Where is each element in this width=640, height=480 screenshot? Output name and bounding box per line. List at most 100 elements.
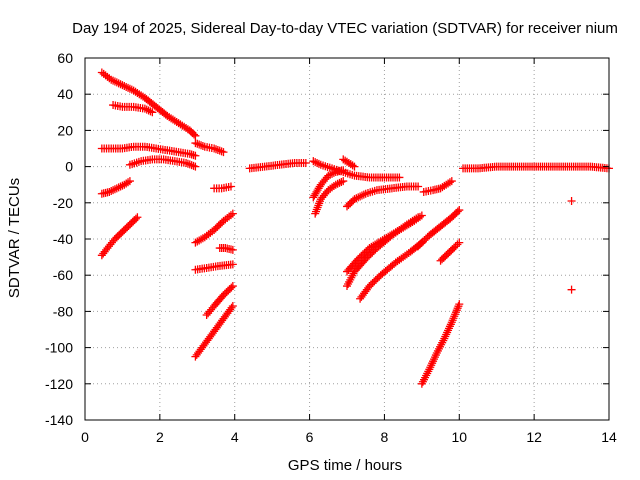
data-point — [339, 166, 348, 175]
data-point — [449, 314, 458, 323]
data-point — [454, 302, 463, 311]
data-point — [148, 108, 157, 117]
data-point — [226, 211, 235, 220]
y-tick-label: -40 — [53, 231, 73, 247]
data-point — [227, 283, 236, 292]
data-point — [124, 83, 133, 92]
y-tick-label: -80 — [53, 303, 73, 319]
data-point — [227, 303, 236, 312]
data-point — [414, 213, 423, 222]
data-point — [348, 161, 357, 170]
data-point — [455, 238, 464, 247]
data-point — [354, 193, 363, 202]
data-point — [350, 195, 359, 204]
data-point — [451, 310, 460, 319]
data-point — [120, 82, 129, 91]
y-tick-label: -120 — [45, 376, 73, 392]
data-point — [452, 306, 461, 315]
data-point — [146, 107, 155, 116]
data-point — [118, 81, 127, 90]
data-point — [228, 245, 237, 254]
data-point — [324, 171, 333, 180]
data-point — [313, 158, 322, 167]
series-arc-2 — [109, 101, 157, 117]
data-point — [567, 285, 576, 294]
data-point — [109, 76, 118, 85]
data-point — [190, 130, 199, 139]
x-tick-label: 6 — [306, 429, 314, 445]
data-point — [228, 209, 237, 218]
series-arc-17 — [311, 177, 348, 218]
series-arc-11 — [191, 260, 237, 274]
y-tick-label: -20 — [53, 195, 73, 211]
data-point — [453, 304, 462, 313]
y-tick-label: 0 — [65, 159, 73, 175]
data-point — [447, 318, 456, 327]
chart-title: Day 194 of 2025, Sidereal Day-to-day VTE… — [72, 20, 618, 37]
data-point — [445, 178, 454, 187]
series-arc-18 — [339, 155, 359, 171]
data-point — [122, 82, 131, 91]
data-point — [195, 140, 204, 149]
data-point — [335, 178, 344, 187]
data-point — [110, 77, 119, 86]
data-point — [107, 75, 116, 84]
data-point — [228, 282, 237, 291]
data-point — [412, 214, 421, 223]
data-point — [131, 214, 140, 223]
data-point — [185, 160, 194, 169]
data-point — [329, 168, 338, 177]
series-arc-14 — [245, 158, 310, 173]
series-arc-19 — [343, 182, 423, 211]
x-tick-label: 12 — [526, 429, 542, 445]
data-point — [144, 106, 153, 115]
data-point — [314, 159, 323, 168]
data-point — [116, 182, 125, 191]
data-point — [333, 179, 342, 188]
data-point — [107, 187, 116, 196]
series-arc-28 — [567, 196, 576, 205]
data-point — [331, 180, 340, 189]
data-point — [455, 206, 464, 215]
series-arc-16 — [309, 166, 348, 202]
x-tick-label: 4 — [231, 429, 239, 445]
data-point — [356, 192, 365, 201]
data-point — [228, 260, 237, 269]
series-arc-23 — [414, 206, 464, 251]
series-arc-4 — [125, 155, 200, 171]
data-point — [417, 211, 426, 220]
y-axis-title: SDTVAR / TECUs — [6, 178, 23, 298]
y-tick-label: 20 — [57, 122, 73, 138]
data-point — [110, 185, 119, 194]
data-point — [133, 213, 142, 222]
data-point — [191, 139, 200, 148]
tick-labels: 0 2 4 6 8 10 12 14 -140 -120 -100 -80 -60 -40 -20 0 20 40… — [45, 50, 617, 445]
series-arc-21 — [343, 213, 423, 291]
data-point — [183, 159, 192, 168]
data-point — [311, 158, 320, 167]
series-arc-10 — [215, 244, 237, 254]
series-arc-9 — [191, 209, 237, 247]
series-arc-24 — [419, 177, 456, 196]
x-tick-label: 10 — [451, 429, 467, 445]
data-point — [453, 207, 462, 216]
x-tick-label: 0 — [81, 429, 89, 445]
data-point — [182, 158, 191, 167]
series-arc-5 — [97, 177, 134, 198]
data-point — [453, 240, 462, 249]
data-points — [97, 68, 613, 388]
data-point — [451, 308, 460, 317]
data-point — [105, 187, 114, 196]
data-point — [357, 191, 366, 200]
data-point — [125, 177, 134, 186]
series-arc-26 — [417, 300, 464, 388]
data-point — [215, 146, 224, 155]
y-tick-label: -100 — [45, 340, 73, 356]
data-point — [140, 104, 149, 113]
data-point — [328, 169, 337, 178]
data-point — [191, 151, 200, 160]
data-point — [112, 184, 121, 193]
series-arc-25 — [436, 238, 464, 265]
data-point — [450, 312, 459, 321]
